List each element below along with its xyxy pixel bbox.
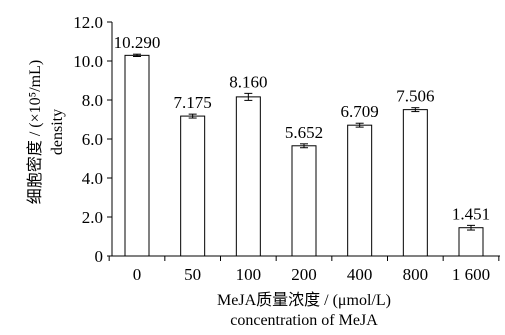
bar-50 [180,115,206,257]
bar-1600 [458,227,484,257]
data-label: 1.451 [452,204,490,223]
data-label: 5.652 [285,123,323,142]
x-axis-subtitle: concentration of MeJA [230,312,378,329]
y-tick-label: 6.0 [82,130,103,149]
bar-0 [124,54,150,257]
y-tick-label: 4.0 [82,169,103,188]
x-tick-label: 0 [133,265,142,284]
y-tick-label: 10.0 [73,52,103,71]
y-tick-label: 8.0 [82,91,103,110]
x-axis-title: MeJA质量浓度 / (μmol/L) [217,291,391,309]
bar-400 [347,124,373,257]
x-tick-label: 400 [347,265,373,284]
data-label: 6.709 [341,102,379,121]
x-tick-label: 800 [403,265,429,284]
x-tick-label: 200 [291,265,317,284]
x-tick-label: 50 [184,265,201,284]
y-axis-title: 细胞密度 / (×10⁵/mL) [26,60,44,204]
y-tick-label: 0 [95,247,104,266]
bars [124,53,484,257]
y-tick-label: 2.0 [82,208,103,227]
axes: 0 2.0 4.0 6.0 8.0 10.0 12.0 [73,13,500,266]
bar-800 [402,109,428,257]
data-label: 7.175 [174,93,212,112]
data-label: 7.506 [396,87,434,106]
y-tick-label: 12.0 [73,13,103,32]
y-axis-subtitle: density [49,109,66,155]
data-label: 8.160 [229,72,267,91]
data-label: 10.290 [114,33,161,52]
x-tick-label: 1 600 [452,265,490,284]
labels: 10.290 0 7.175 50 8.160 100 5.652 200 6.709 400 7.… [114,33,491,284]
bar-100 [235,96,261,257]
x-tick-label: 100 [236,265,262,284]
bar-200 [291,145,317,257]
